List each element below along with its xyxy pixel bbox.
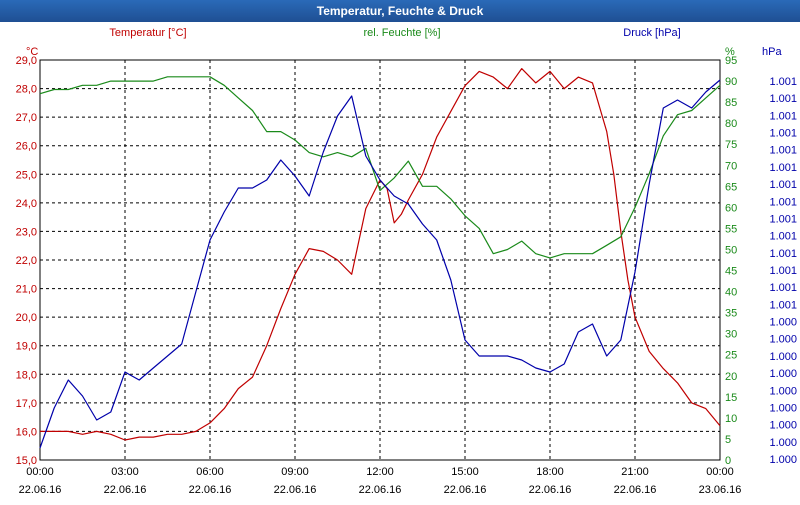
date-tick-label: 22.06.16 [104, 484, 147, 496]
humidity-tick-label: 30 [725, 329, 737, 341]
time-tick-label: 12:00 [366, 466, 394, 478]
temperature-tick-label: 25,0 [16, 169, 37, 181]
humidity-tick-label: 85 [725, 97, 737, 109]
date-tick-label: 22.06.16 [189, 484, 232, 496]
date-tick-label: 22.06.16 [19, 484, 62, 496]
humidity-tick-label: 25 [725, 350, 737, 362]
time-tick-label: 09:00 [281, 466, 309, 478]
humidity-tick-label: 95 [725, 55, 737, 67]
humidity-tick-label: 60 [725, 202, 737, 214]
humidity-tick-label: 20 [725, 371, 737, 383]
humidity-axis-title: rel. Feuchte [%] [363, 27, 440, 39]
pressure-tick-label: 1.000 [769, 420, 797, 432]
temperature-tick-label: 24,0 [16, 198, 37, 210]
pressure-tick-label: 1.001 [769, 93, 797, 105]
date-tick-label: 22.06.16 [529, 484, 572, 496]
chart-area: 15,0 16,0 17,0 18,0 19,0 20,0 21,0 22,0 23,0 24,0… [0, 22, 800, 500]
temperature-line [40, 67, 721, 441]
pressure-tick-label: 1.001 [769, 196, 797, 208]
axis-titles: Temperatur [°C] rel. Feuchte [%] Druck [hP… [109, 27, 680, 39]
temperature-tick-label: 21,0 [16, 284, 37, 296]
pressure-tick-label: 1.000 [769, 368, 797, 380]
humidity-tick-label: 90 [725, 76, 737, 88]
pressure-tick-label: 1.001 [769, 128, 797, 140]
pressure-tick-label: 1.001 [769, 145, 797, 157]
time-tick-label: 21:00 [621, 466, 649, 478]
pressure-tick-label: 1.000 [769, 385, 797, 397]
temperature-tick-label: 29,0 [16, 55, 37, 67]
humidity-tick-label: 10 [725, 413, 737, 425]
date-tick-label: 22.06.16 [359, 484, 402, 496]
temperature-axis: 15,0 16,0 17,0 18,0 19,0 20,0 21,0 22,0 23,0 24,0… [16, 46, 39, 467]
time-tick-label: 03:00 [111, 466, 139, 478]
temperature-tick-label: 16,0 [16, 426, 37, 438]
time-axis: 00:00 22.06.16 03:00 22.06.16 06:00 22.06.16 0… [19, 466, 742, 496]
date-tick-label: 22.06.16 [274, 484, 317, 496]
pressure-tick-label: 1.001 [769, 179, 797, 191]
temperature-tick-label: 23,0 [16, 226, 37, 238]
pressure-axis-title: Druck [hPa] [623, 27, 680, 39]
window-title: Temperatur, Feuchte & Druck [0, 0, 800, 22]
pressure-tick-label: 1.001 [769, 110, 797, 122]
temperature-tick-label: 17,0 [16, 398, 37, 410]
humidity-tick-label: 35 [725, 308, 737, 320]
temperature-axis-title: Temperatur [°C] [109, 27, 186, 39]
pressure-tick-label: 1.000 [769, 454, 797, 466]
humidity-unit: % [725, 46, 735, 58]
pressure-tick-label: 1.001 [769, 299, 797, 311]
time-tick-label: 00:00 [26, 466, 54, 478]
time-tick-label: 00:00 [706, 466, 734, 478]
pressure-tick-label: 1.001 [769, 282, 797, 294]
humidity-tick-label: 55 [725, 223, 737, 235]
series [39, 67, 721, 449]
humidity-axis: 0 5 10 15 20 25 30 35 40 45 50 55 60 65 70 75 80 85 90 95% [725, 46, 737, 467]
pressure-axis: 1.000 1.000 1.000 1.000 1.000 1.000 1.000 1.000… [762, 46, 797, 466]
humidity-line [39, 76, 721, 259]
pressure-tick-label: 1.001 [769, 213, 797, 225]
pressure-tick-label: 1.000 [769, 351, 797, 363]
pressure-unit: hPa [762, 46, 782, 58]
temperature-tick-label: 22,0 [16, 255, 37, 267]
humidity-tick-label: 15 [725, 392, 737, 404]
temperature-tick-label: 20,0 [16, 312, 37, 324]
temperature-tick-label: 18,0 [16, 369, 37, 381]
pressure-tick-label: 1.001 [769, 265, 797, 277]
pressure-tick-label: 1.001 [769, 76, 797, 88]
humidity-tick-label: 45 [725, 266, 737, 278]
pressure-tick-label: 1.001 [769, 231, 797, 243]
date-tick-label: 23.06.16 [699, 484, 742, 496]
pressure-tick-label: 1.000 [769, 317, 797, 329]
pressure-tick-label: 1.001 [769, 162, 797, 174]
humidity-tick-label: 80 [725, 118, 737, 130]
pressure-tick-label: 1.000 [769, 437, 797, 449]
grid [40, 60, 720, 460]
humidity-tick-label: 0 [725, 455, 731, 467]
humidity-tick-label: 40 [725, 287, 737, 299]
pressure-tick-label: 1.001 [769, 248, 797, 260]
plot-frame [39, 59, 721, 461]
temperature-tick-label: 28,0 [16, 84, 37, 96]
time-tick-label: 15:00 [451, 466, 479, 478]
humidity-tick-label: 75 [725, 139, 737, 151]
time-tick-label: 06:00 [196, 466, 224, 478]
pressure-tick-label: 1.000 [769, 334, 797, 346]
humidity-tick-label: 50 [725, 244, 737, 256]
temperature-tick-label: 19,0 [16, 341, 37, 353]
date-tick-label: 22.06.16 [614, 484, 657, 496]
temperature-tick-label: 27,0 [16, 112, 37, 124]
line-chart: 15,0 16,0 17,0 18,0 19,0 20,0 21,0 22,0 23,0 24,0… [16, 27, 797, 496]
pressure-tick-label: 1.000 [769, 402, 797, 414]
temperature-unit: °C [26, 46, 38, 58]
time-tick-label: 18:00 [536, 466, 564, 478]
humidity-tick-label: 65 [725, 181, 737, 193]
temperature-tick-label: 15,0 [16, 455, 37, 467]
temperature-tick-label: 26,0 [16, 141, 37, 153]
pressure-line [39, 79, 721, 449]
date-tick-label: 22.06.16 [444, 484, 487, 496]
humidity-tick-label: 70 [725, 160, 737, 172]
humidity-tick-label: 5 [725, 434, 731, 446]
